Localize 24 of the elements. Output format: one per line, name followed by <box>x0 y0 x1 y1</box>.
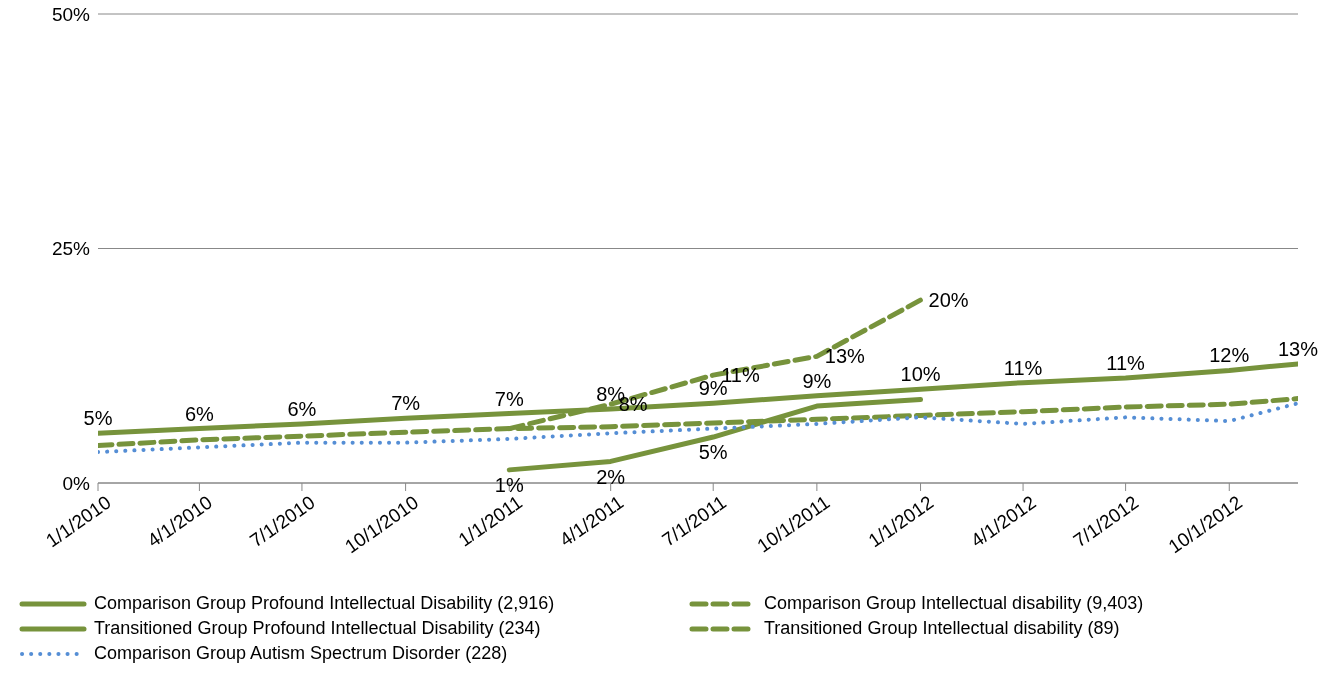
data-label: 11% <box>1003 356 1043 379</box>
data-label: 1% <box>494 474 524 497</box>
data-label: 11% <box>1106 351 1146 374</box>
y-tick-label: 50% <box>51 3 91 25</box>
data-label: 13% <box>824 345 866 368</box>
data-label: 2% <box>596 465 626 488</box>
data-label: 6% <box>184 402 215 425</box>
data-label: 20% <box>928 289 969 312</box>
y-tick-label: 25% <box>51 238 91 260</box>
data-label: 12% <box>1209 344 1250 367</box>
legend-label: Comparison Group Autism Spectrum Disorder (228) <box>94 643 508 664</box>
legend-label: Comparison Group Intellectual disability (9,403) <box>764 593 1144 614</box>
legend-label: Transitioned Group Profound Intellectual Disability (234) <box>94 618 541 639</box>
data-label: 13% <box>1277 337 1319 360</box>
data-label: 7% <box>494 387 524 410</box>
legend-label: Comparison Group Profound Intellectual Disability (2,916) <box>94 593 555 614</box>
data-label: 5% <box>698 441 728 464</box>
data-label: 7% <box>391 392 421 415</box>
data-label: 5% <box>83 407 113 430</box>
y-tick-label: 0% <box>62 472 91 494</box>
data-label: 9% <box>802 369 832 392</box>
data-label: 10% <box>900 363 941 386</box>
data-label: 6% <box>287 397 317 420</box>
legend-label: Transitioned Group Intellectual disability (89) <box>764 618 1120 639</box>
